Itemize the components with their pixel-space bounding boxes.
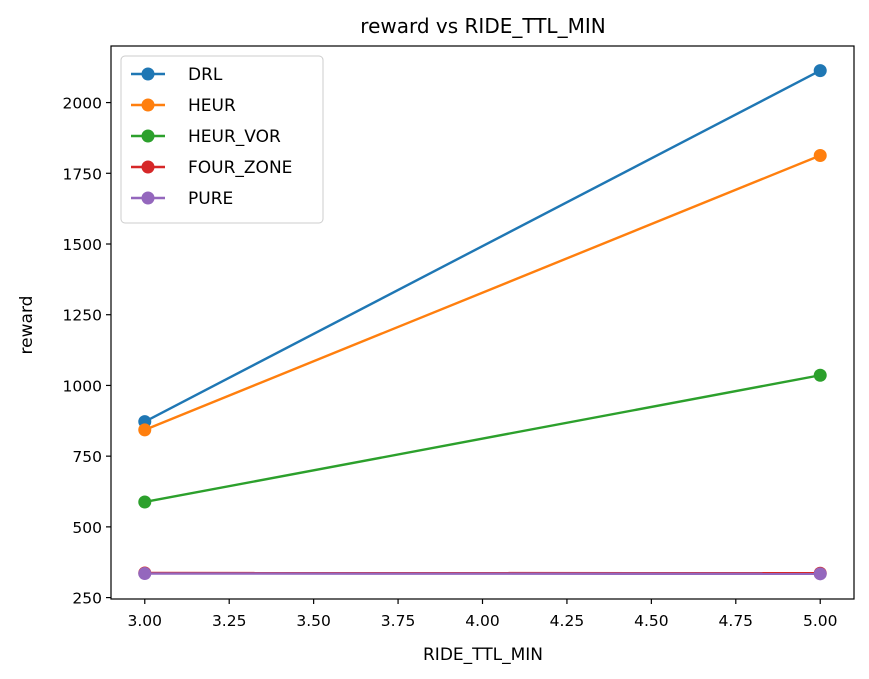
y-tick-label: 2000 <box>63 95 102 113</box>
legend-label: FOUR_ZONE <box>188 158 292 178</box>
legend-marker <box>141 191 155 205</box>
x-tick-label: 4.50 <box>634 612 669 630</box>
data-point <box>813 368 827 382</box>
x-tick-label: 3.75 <box>381 612 416 630</box>
y-tick-label: 500 <box>72 519 102 537</box>
series-layer <box>138 64 827 581</box>
x-tick-label: 3.25 <box>212 612 247 630</box>
x-tick-label: 5.00 <box>803 612 838 630</box>
legend-marker <box>141 129 155 143</box>
series-heur-vor <box>138 368 827 509</box>
legend-item: PURE <box>131 189 233 209</box>
legend-item: HEUR_VOR <box>131 127 281 147</box>
legend-marker <box>141 160 155 174</box>
data-point <box>138 567 152 581</box>
data-point <box>138 423 152 437</box>
legend-marker <box>141 98 155 112</box>
series-pure <box>138 567 827 581</box>
x-tick-label: 4.25 <box>550 612 585 630</box>
legend-item: FOUR_ZONE <box>131 158 292 178</box>
x-axis: 3.00 3.25 3.50 3.75 4.00 4.25 4.50 4.75 5.00 <box>128 599 838 630</box>
data-point <box>813 567 827 581</box>
series-heur <box>138 148 827 437</box>
legend-label: PURE <box>188 189 233 209</box>
y-tick-label: 750 <box>72 448 102 466</box>
legend-item: DRL <box>131 65 223 85</box>
data-point <box>813 64 827 78</box>
x-axis-label: RIDE_TTL_MIN <box>423 645 543 665</box>
y-axis-label: reward <box>17 296 37 355</box>
y-tick-label: 1250 <box>63 307 102 325</box>
data-point <box>813 148 827 162</box>
x-tick-label: 3.00 <box>128 612 163 630</box>
chart-title: reward vs RIDE_TTL_MIN <box>360 14 605 38</box>
legend-item: HEUR <box>131 96 236 116</box>
y-axis: 250 500 750 1000 1250 1500 1750 2000 <box>63 95 111 608</box>
x-tick-label: 3.50 <box>296 612 331 630</box>
data-point <box>138 495 152 509</box>
x-tick-label: 4.00 <box>465 612 500 630</box>
y-tick-label: 1750 <box>63 165 102 183</box>
legend-marker <box>141 67 155 81</box>
y-tick-label: 1500 <box>63 236 102 254</box>
y-tick-label: 250 <box>72 590 102 608</box>
x-tick-label: 4.75 <box>719 612 754 630</box>
y-tick-label: 1000 <box>63 377 102 395</box>
legend: DRL HEUR HEUR_VOR FOUR_ZONE PURE <box>120 55 324 224</box>
legend-label: DRL <box>188 65 223 85</box>
legend-label: HEUR <box>188 96 236 116</box>
series-line <box>144 374 821 504</box>
series-line <box>144 154 821 431</box>
series-line <box>144 69 821 423</box>
legend-label: HEUR_VOR <box>188 127 281 147</box>
series-drl <box>138 64 827 429</box>
legend-box <box>120 55 324 224</box>
